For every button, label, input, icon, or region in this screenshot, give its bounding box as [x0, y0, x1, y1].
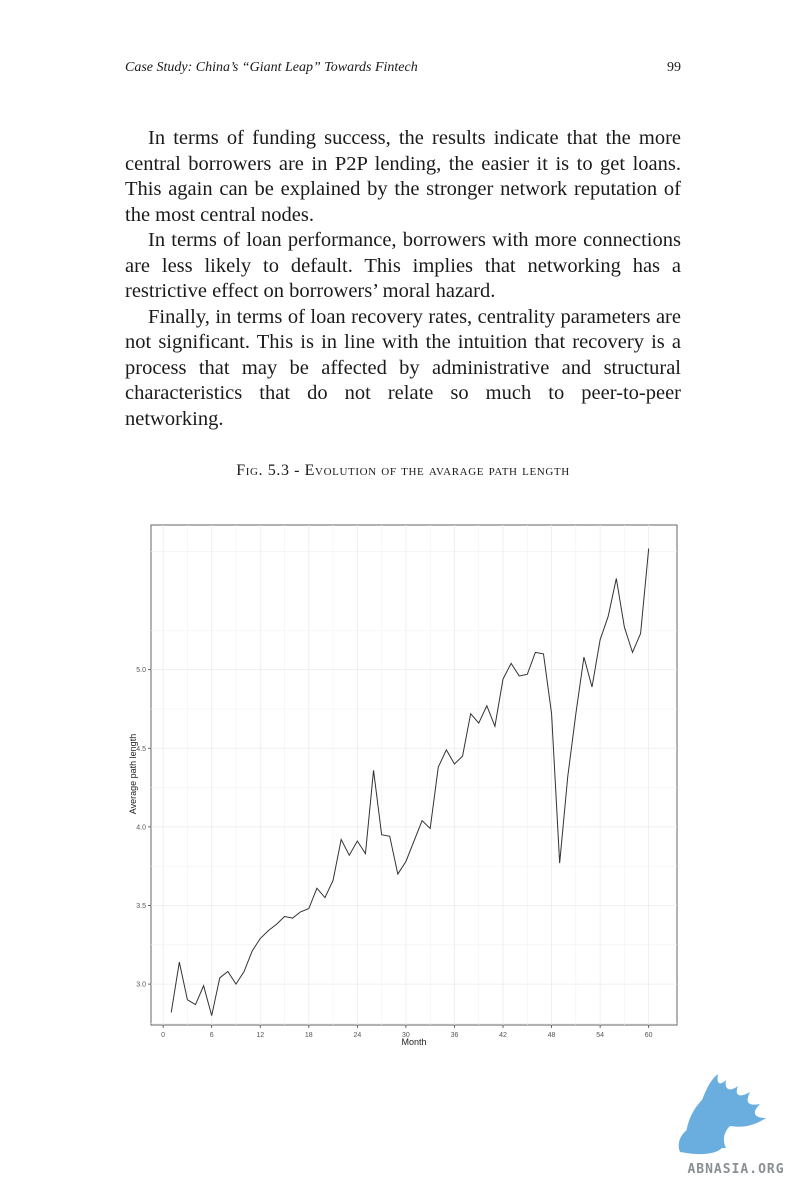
x-tick-label: 36	[451, 1032, 459, 1039]
x-tick-label: 48	[548, 1032, 556, 1039]
y-axis: 3.0 3.5 4.0 4.5 5.0	[136, 667, 151, 989]
x-tick-label: 0	[161, 1032, 165, 1039]
body-text: In terms of funding success, the results…	[125, 126, 681, 432]
line-chart: 0 6 12 18 24 30 36 42 48 54 60 3.0 3.5 4.0 4.5 5.0 Mon…	[128, 524, 678, 1047]
y-tick-label: 4.5	[136, 746, 146, 753]
paragraph-loan-performance: In terms of loan performance, borrowers …	[125, 229, 681, 302]
running-head: Case Study: China’s “Giant Leap” Towards…	[125, 60, 681, 82]
series-line	[170, 548, 650, 1016]
paragraph-funding-success: In terms of funding success, the results…	[125, 127, 681, 226]
y-tick-label: 5.0	[136, 667, 146, 674]
abnasia-logo	[678, 1074, 766, 1155]
x-tick-label: 54	[596, 1032, 604, 1039]
page-number: 99	[667, 60, 681, 75]
abnasia-logo-text: ABNASIA.ORG	[687, 1162, 785, 1177]
bird-wing-shape	[685, 1074, 766, 1148]
grid-minor	[151, 525, 677, 1025]
running-head-title: Case Study: China’s “Giant Leap” Towards…	[125, 60, 418, 75]
x-tick-label: 6	[210, 1032, 214, 1039]
x-tick-label: 30	[402, 1032, 410, 1039]
x-tick-label: 42	[499, 1032, 507, 1039]
x-tick-label: 24	[353, 1032, 361, 1039]
figure-caption: Fig. 5.3 - Evolution of the avarage path…	[236, 462, 570, 479]
grid-major	[151, 525, 677, 1025]
paragraph-recovery-rates: Finally, in terms of loan recovery rates…	[125, 305, 681, 430]
x-axis-label: Month	[401, 1037, 426, 1047]
x-axis: 0 6 12 18 24 30 36 42 48 54 60	[161, 1025, 653, 1039]
x-tick-label: 60	[645, 1032, 653, 1039]
bird-body-shape	[678, 1127, 722, 1155]
y-axis-label: Average path length	[128, 734, 138, 814]
plot-panel	[150, 524, 678, 1026]
x-tick-label: 12	[256, 1032, 264, 1039]
y-tick-label: 3.0	[136, 982, 146, 989]
y-tick-label: 4.0	[136, 824, 146, 831]
y-tick-label: 3.5	[136, 903, 146, 910]
x-tick-label: 18	[305, 1032, 313, 1039]
